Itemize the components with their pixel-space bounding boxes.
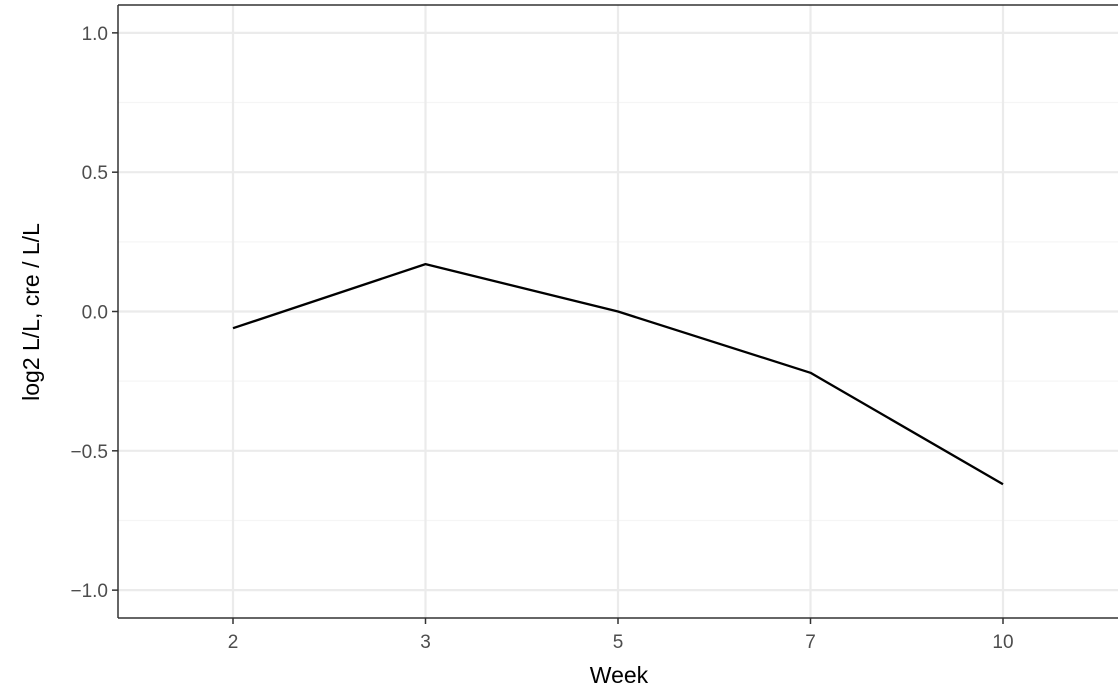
y-tick-label: −0.5 [70, 442, 108, 463]
y-tick-label: 1.0 [82, 24, 108, 45]
x-tick-label: 5 [613, 632, 624, 653]
x-tick-label: 2 [228, 632, 239, 653]
x-tick-label: 3 [420, 632, 431, 653]
y-axis-title: log2 L/L, cre / L/L [18, 223, 44, 401]
y-tick-label: −1.0 [70, 581, 108, 602]
y-tick-label: 0.5 [82, 163, 108, 184]
x-tick-label: 7 [805, 632, 816, 653]
x-tick-label: 10 [992, 632, 1013, 653]
y-tick-label: 0.0 [82, 303, 108, 324]
x-axis-title: Week [590, 662, 649, 688]
